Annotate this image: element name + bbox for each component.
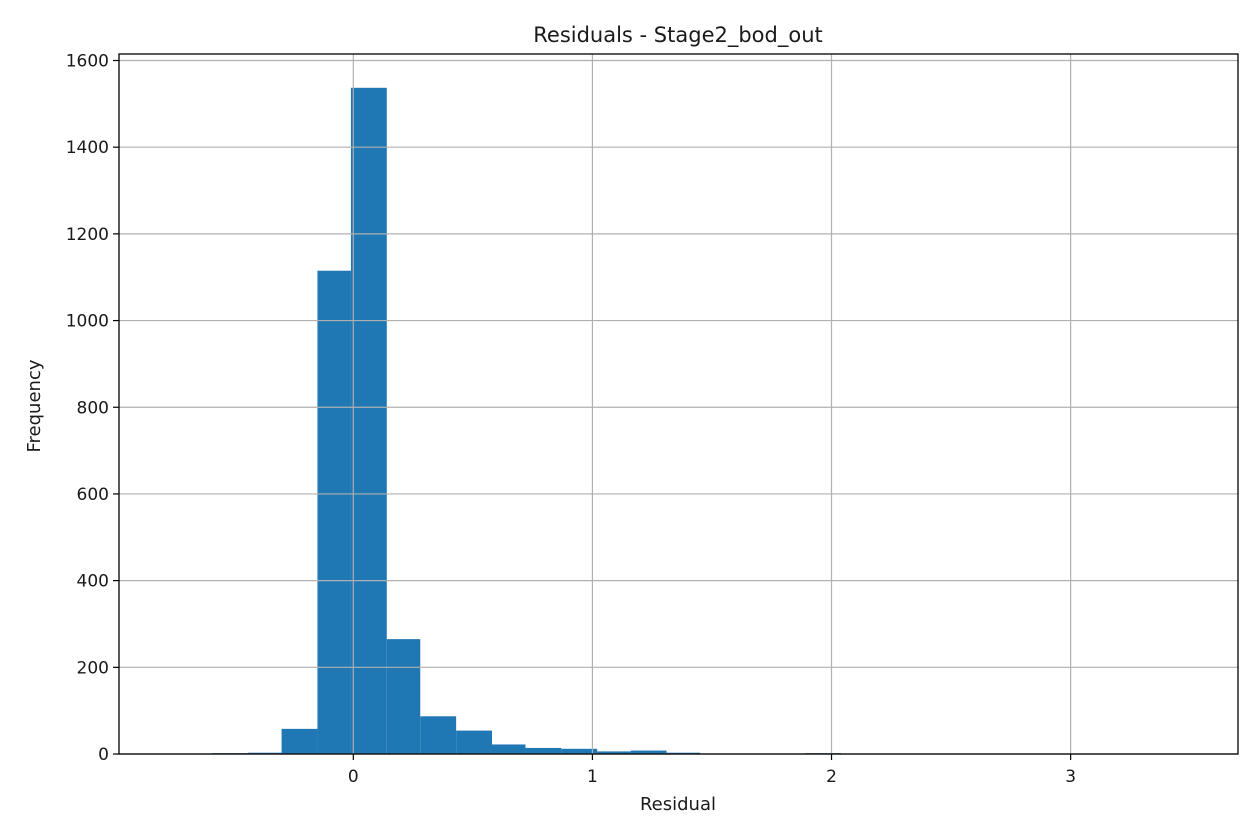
- chart-title: Residuals - Stage2_bod_out: [533, 23, 823, 48]
- histogram-bar: [420, 716, 457, 754]
- y-tick-label: 0: [98, 745, 109, 765]
- y-tick-label: 600: [77, 485, 109, 505]
- y-tick-label: 1000: [66, 312, 109, 332]
- y-axis-label: Frequency: [24, 359, 45, 452]
- histogram-bar: [386, 639, 421, 754]
- histogram-bar: [492, 744, 526, 754]
- histogram-bar: [561, 748, 598, 754]
- plot-frame: [118, 53, 1239, 755]
- x-tick-label: 1: [587, 767, 598, 787]
- histogram-bars: [212, 87, 1227, 755]
- y-tick-label: 1200: [66, 225, 109, 245]
- x-tick-label: 3: [1065, 767, 1076, 787]
- x-axis-label: Residual: [640, 794, 716, 815]
- histogram-bar: [350, 87, 387, 755]
- y-tick-label: 1600: [66, 52, 109, 72]
- y-tick-label: 200: [77, 658, 109, 678]
- y-tick-label: 800: [77, 398, 109, 418]
- x-tick-label: 2: [826, 767, 837, 787]
- histogram-bar: [317, 270, 351, 754]
- histogram-bar: [597, 751, 631, 754]
- histogram-bar: [281, 728, 318, 754]
- histogram-bar: [456, 730, 492, 754]
- axis-ticks: 0 200 400 600 800 1000 1200 1400 1600 0 1 2 3: [66, 52, 1076, 787]
- y-tick-label: 400: [77, 572, 109, 592]
- histogram-bar: [666, 752, 701, 754]
- histogram-bar: [630, 750, 667, 754]
- histogram-bar: [525, 747, 562, 754]
- histogram-bar: [248, 752, 282, 754]
- x-tick-label: 0: [348, 767, 359, 787]
- grid-lines: [119, 54, 1238, 755]
- y-tick-label: 1400: [66, 138, 109, 158]
